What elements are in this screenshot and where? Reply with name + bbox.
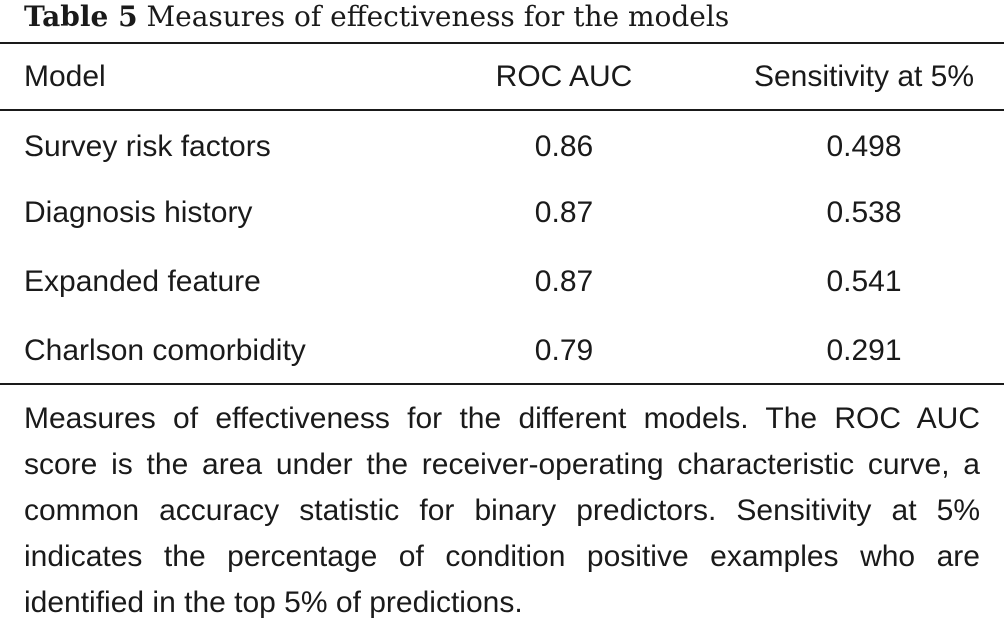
cell-roc-auc: 0.79 <box>534 333 594 367</box>
table-caption: Table 5 Measures of effectiveness for th… <box>24 0 729 34</box>
table-title: Measures of effectiveness for the models <box>146 0 730 33</box>
cell-roc-auc: 0.86 <box>534 129 594 163</box>
table-label: Table 5 <box>24 0 138 33</box>
bottom-rule <box>0 383 1004 385</box>
header-roc-auc: ROC AUC <box>495 59 633 93</box>
cell-roc-auc: 0.87 <box>534 264 594 298</box>
header-model: Model <box>24 59 106 93</box>
cell-sensitivity: 0.538 <box>826 195 902 229</box>
top-rule <box>0 42 1004 44</box>
table-row: Diagnosis history 0.87 0.538 <box>0 178 1004 247</box>
header-row: Model ROC AUC Sensitivity at 5% <box>0 44 1004 109</box>
cell-roc-auc: 0.87 <box>534 195 594 229</box>
cell-sensitivity: 0.291 <box>826 333 902 367</box>
cell-model: Charlson comorbidity <box>24 333 306 367</box>
effectiveness-table: Model ROC AUC Sensitivity at 5% Survey r… <box>0 44 1004 385</box>
cell-sensitivity: 0.541 <box>826 264 902 298</box>
table-footnote: Measures of effectiveness for the differ… <box>24 402 980 619</box>
table-row: Expanded feature 0.87 0.541 <box>0 247 1004 316</box>
cell-sensitivity: 0.498 <box>826 129 902 163</box>
table-row: Charlson comorbidity 0.79 0.291 <box>0 316 1004 385</box>
header-rule <box>0 109 1004 111</box>
cell-model: Expanded feature <box>24 264 261 298</box>
table-row: Survey risk factors 0.86 0.498 <box>0 109 1004 178</box>
cell-model: Diagnosis history <box>24 195 253 229</box>
cell-model: Survey risk factors <box>24 129 271 163</box>
header-sensitivity: Sensitivity at 5% <box>753 59 975 93</box>
